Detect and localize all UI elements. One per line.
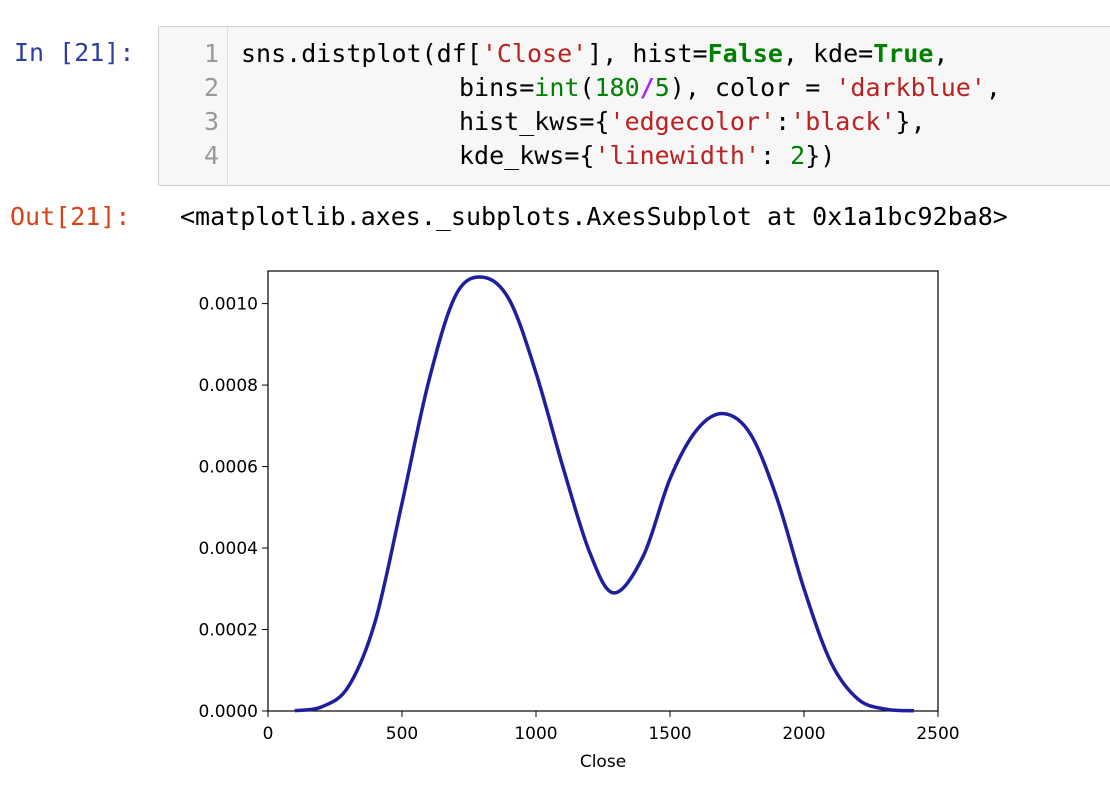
code-token: 5 [654, 73, 670, 102]
code-token: 'darkblue' [835, 73, 986, 102]
code-token: 'linewidth' [594, 141, 761, 170]
line-number: 1 [203, 39, 219, 68]
kde-line [294, 275, 915, 713]
code-token: : [775, 107, 791, 136]
code-token: 'black' [790, 107, 896, 136]
code-token: True [873, 39, 934, 68]
y-tick-label: 0.0010 [199, 295, 258, 315]
x-tick-label: 500 [386, 724, 418, 744]
code-token: , [985, 73, 1001, 102]
x-tick-label: 2000 [782, 724, 825, 744]
y-tick-label: 0.0008 [199, 376, 258, 396]
code-token: : [760, 141, 791, 170]
x-axis-label: Close [580, 752, 626, 772]
code-token: / [639, 73, 655, 102]
code-token: }, [895, 107, 926, 136]
code-token: ( [579, 73, 595, 102]
plot-frame [267, 270, 939, 712]
code-line-1[interactable]: sns.distplot(df['Close'], hist=False, kd… [241, 39, 948, 68]
code-token: hist_kws={ [459, 107, 610, 136]
code-cell[interactable]: 1 2 3 4 sns.distplot(df['Close'], hist=F… [158, 26, 1110, 186]
x-tick-label: 1500 [648, 724, 691, 744]
x-tick-label: 0 [263, 724, 274, 744]
x-tick-label: 1000 [514, 724, 557, 744]
code-token: False [707, 39, 783, 68]
output-prompt: Out[21]: [10, 202, 131, 231]
line-number: 2 [203, 73, 219, 102]
output-text: <matplotlib.axes._subplots.AxesSubplot a… [180, 202, 1008, 231]
line-number: 3 [203, 107, 219, 136]
y-tick-label: 0.0000 [199, 702, 258, 722]
code-token: , [933, 39, 949, 68]
code-token: bins= [459, 73, 535, 102]
code-token: , kde= [782, 39, 874, 68]
code-line-2[interactable]: bins=int(180/5), color = 'darkblue', [459, 73, 1001, 102]
code-token: kde_kws={ [459, 141, 595, 170]
code-token: 'Close' [481, 39, 588, 68]
code-token: int [534, 73, 580, 102]
y-tick-label: 0.0006 [199, 458, 258, 478]
code-token: 180 [594, 73, 640, 102]
code-token: 2 [790, 141, 806, 170]
y-tick-label: 0.0004 [199, 539, 258, 559]
line-number: 4 [203, 141, 219, 170]
input-prompt: In [21]: [14, 38, 135, 67]
y-tick-label: 0.0002 [199, 621, 258, 641]
code-token: ), color = [669, 73, 836, 102]
code-token: }) [805, 141, 836, 170]
code-token: 'edgecolor' [609, 107, 776, 136]
code-token: ], hist= [587, 39, 708, 68]
line-number-gutter: 1 2 3 4 [159, 27, 228, 185]
code-line-4[interactable]: kde_kws={'linewidth': 2}) [459, 141, 835, 170]
code-line-3[interactable]: hist_kws={'edgecolor':'black'}, [459, 107, 926, 136]
code-token: sns.distplot(df[ [241, 39, 482, 68]
x-tick-label: 2500 [916, 724, 959, 744]
